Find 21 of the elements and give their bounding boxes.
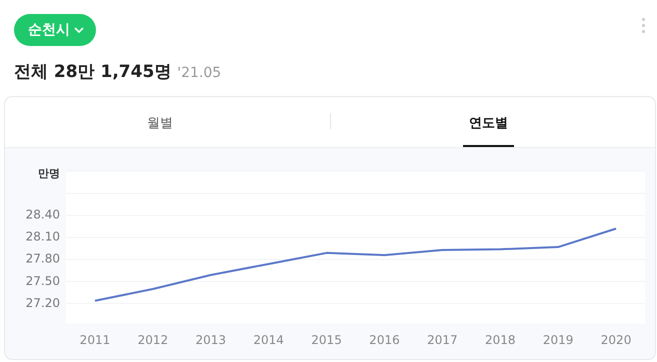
text: 연도별 [469,115,508,132]
y-tick-label: 27.20 [26,296,60,310]
text: 월별 [147,115,173,132]
y-tick-label: 28.40 [26,208,60,222]
y-axis-title: 만명 [38,166,60,181]
y-tick-label: 27.50 [26,274,60,288]
x-tick-label: 2013 [195,332,226,347]
x-tick-label: 2019 [542,332,574,347]
chart-title: 순천시 [28,21,70,39]
x-tick-label: 2018 [484,332,516,347]
x-tick-label: 2012 [138,332,168,347]
x-tick-label: 2015 [311,332,342,347]
x-tick-label: 2016 [369,332,400,347]
text: '21.05 [177,65,222,81]
y-tick-label: 28.10 [26,230,60,244]
x-tick-label: 2017 [427,332,458,347]
x-tick-label: 2011 [80,332,110,347]
chart-subtitle: 전체 28만 1,745명 [14,62,172,82]
x-tick-label: 2014 [253,332,284,347]
y-tick-label: 27.80 [26,252,60,266]
x-tick-label: 2020 [600,332,632,347]
